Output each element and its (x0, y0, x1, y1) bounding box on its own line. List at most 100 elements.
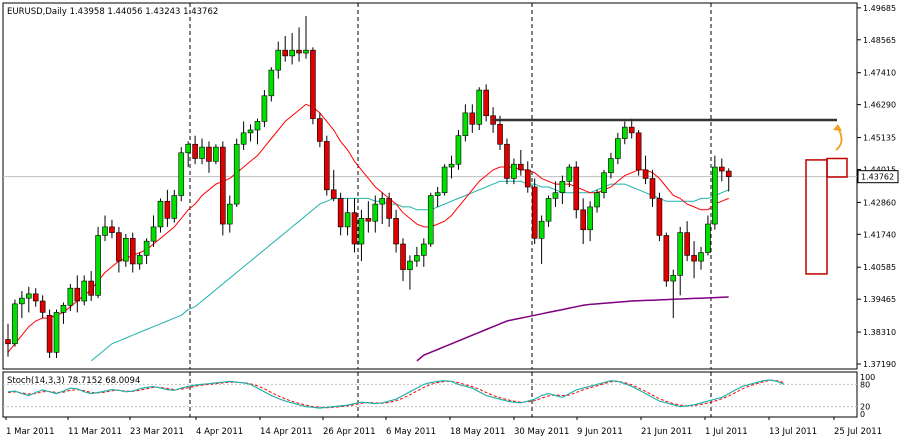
candle-body (32, 293, 39, 302)
candle-body (67, 287, 74, 306)
candle-body (698, 252, 704, 262)
candle-body (393, 218, 399, 245)
candle-body (39, 300, 46, 313)
candle-body (337, 198, 344, 228)
candle-body (317, 118, 323, 142)
candle-body (566, 166, 573, 182)
candle-body (136, 255, 143, 265)
candle-body (483, 89, 489, 117)
candle-body (725, 170, 732, 177)
candle-body (344, 212, 351, 228)
candle-body (538, 220, 545, 239)
y-tick-label: 1.41740 (863, 230, 896, 239)
candle-body (116, 232, 122, 262)
x-tick-label: 1 Mar 2011 (6, 427, 54, 437)
candle-body (233, 143, 240, 205)
candle-body (109, 226, 115, 233)
candle-body (420, 243, 427, 256)
candle-body (677, 232, 684, 276)
y-tick-label: 1.48565 (863, 36, 896, 45)
y-tick-label: 1.42860 (863, 198, 896, 207)
candle-body (718, 166, 725, 172)
candle-body (185, 143, 191, 154)
y-tick-label: 1.37190 (863, 360, 896, 369)
candle-body (448, 163, 455, 168)
candle-body (240, 132, 247, 145)
candle-body (296, 49, 302, 54)
breakout-arrow-head-icon (833, 124, 842, 132)
current-price-tag (857, 170, 899, 184)
candle-body (268, 69, 275, 97)
x-tick-label: 30 May 2011 (514, 427, 569, 437)
candle-body (53, 312, 60, 353)
candle-body (545, 198, 552, 222)
candle-body (497, 123, 503, 145)
candle-body (5, 339, 11, 345)
x-tick-label: 11 Mar 2011 (68, 427, 122, 437)
x-tick-label: 25 Jul 2011 (834, 427, 882, 437)
candle-body (199, 146, 205, 159)
candle-body (601, 172, 607, 193)
candle-body (400, 243, 406, 270)
stoch-y-tick-label: 20 (860, 403, 870, 412)
y-tick-label: 1.46290 (863, 101, 896, 110)
candle-body (414, 255, 420, 262)
candle-body (476, 89, 483, 125)
x-tick-label: 23 Mar 2011 (130, 427, 184, 437)
candle-body (469, 112, 476, 125)
x-tick-label: 18 May 2011 (450, 427, 505, 437)
candle-body (386, 198, 392, 219)
candle-body (649, 178, 656, 199)
candle-body (531, 186, 538, 239)
candle-body (150, 226, 157, 242)
y-tick-label: 1.47410 (863, 69, 896, 78)
stoch-signal-line (7, 379, 785, 409)
candle-body (407, 260, 413, 270)
candle-body (213, 146, 219, 162)
current-price-label: 1.43762 (861, 173, 894, 182)
candle-body (88, 280, 94, 296)
candle-body (608, 158, 614, 174)
x-tick-label: 14 Apr 2011 (260, 427, 313, 437)
candle-body (60, 304, 67, 313)
candle-body (303, 49, 309, 54)
candle-body (705, 223, 711, 253)
candle-body (12, 303, 18, 345)
candle-body (164, 200, 171, 219)
candle-body (226, 203, 233, 225)
stoch-y-tick-label: 0 (860, 410, 865, 419)
y-tick-label: 1.39465 (863, 295, 896, 304)
candle-body (46, 314, 53, 353)
candle-body (247, 129, 254, 134)
y-tick-label: 1.44015 (863, 165, 896, 174)
highlight-box-current (826, 157, 848, 178)
candle-body (129, 238, 136, 265)
candle-body (663, 235, 670, 282)
x-tick-label: 13 Jul 2011 (769, 427, 817, 437)
candle-body (81, 280, 88, 302)
candle-body (102, 226, 108, 236)
candle-body (261, 95, 268, 122)
x-tick-label: 9 Jun 2011 (577, 427, 623, 437)
candle-body (573, 166, 580, 211)
candle-body (74, 287, 81, 302)
candle-body (330, 189, 337, 199)
candle-body (587, 206, 593, 231)
candle-body (691, 255, 697, 262)
candle-body (192, 143, 198, 159)
x-tick-label: 6 May 2011 (386, 427, 436, 437)
candle-body (434, 192, 441, 196)
symbol-info-label: EURUSD,Daily 1.43958 1.44056 1.43243 1.4… (7, 7, 218, 17)
candle-body (157, 200, 164, 228)
ma-mid-line (90, 180, 729, 362)
candle-body (642, 169, 649, 179)
candle-body (552, 192, 559, 199)
candle-body (628, 126, 635, 134)
candle-body (580, 209, 586, 231)
stoch-label: Stoch(14,3,3) 78.7152 68.0094 (7, 376, 140, 386)
stoch-main-line (7, 379, 785, 409)
candle-body (123, 238, 129, 262)
candle-body (559, 180, 566, 193)
ma-slow-line (416, 296, 729, 362)
